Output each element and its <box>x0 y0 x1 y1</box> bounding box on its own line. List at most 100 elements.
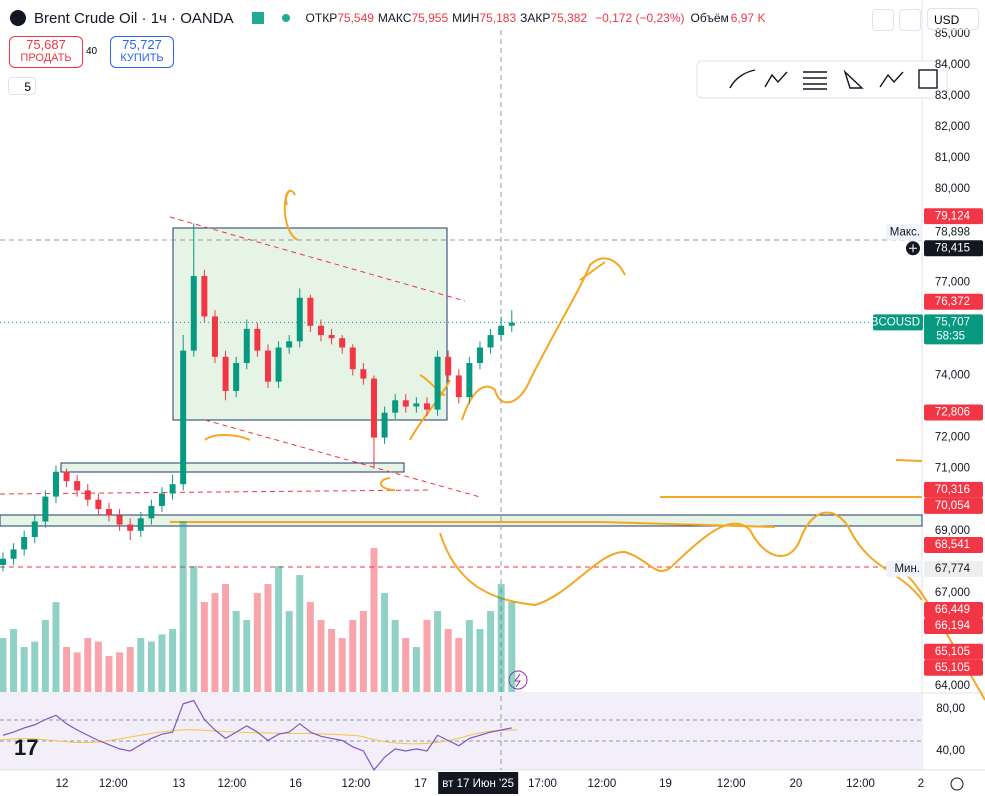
price-tag-label: 76,372 <box>935 296 970 308</box>
candle-body <box>211 316 218 357</box>
price-tag-name-box <box>873 314 923 331</box>
buy-price: 75,727 <box>122 37 162 52</box>
y-tick-label: 67,000 <box>935 587 970 599</box>
candle-body <box>476 347 483 364</box>
volume-bar <box>179 521 187 692</box>
candle-body <box>233 363 240 391</box>
ohlc-value: 75,183 <box>479 11 517 25</box>
ohlc-value: 75,549 <box>337 11 374 25</box>
price-tag <box>924 659 983 676</box>
sell-button[interactable]: 75,687 ПРОДАТЬ <box>9 36 83 68</box>
symbol-title[interactable]: Brent Crude Oil · 1ч · OANDA <box>34 9 234 27</box>
candle-body <box>349 347 356 370</box>
price-tag-timer: 58:35 <box>936 330 965 342</box>
volume-bar <box>497 584 505 692</box>
volume-bar <box>264 584 272 692</box>
price-tag <box>924 602 983 619</box>
volume-bar <box>275 566 283 692</box>
x-tick-label: 19 <box>659 778 672 790</box>
buy-label: КУПИТЬ <box>120 52 164 64</box>
candle-body <box>264 350 271 382</box>
volume-bar <box>412 647 420 692</box>
price-tag <box>924 404 983 421</box>
cursor-time-box <box>438 772 519 794</box>
symbol-icon <box>10 10 26 26</box>
candle-body <box>339 338 346 348</box>
price-tag-label: 78,898 <box>935 226 970 238</box>
volume-bar <box>476 629 484 692</box>
price-tag-label: 78,415 <box>935 242 970 254</box>
y-tick-label: 84,000 <box>935 59 970 71</box>
drawing-toolbar[interactable] <box>696 60 948 99</box>
price-tag <box>924 537 983 554</box>
volume-bar <box>158 634 166 692</box>
candle-body <box>498 325 505 336</box>
y-tick-label: 81,000 <box>935 152 970 164</box>
candle-body <box>116 515 123 525</box>
price-tag-name-box <box>886 224 923 241</box>
flag[interactable] <box>251 12 264 24</box>
volume-bar <box>20 647 28 692</box>
y-tick-label: 83,000 <box>935 90 970 102</box>
volume-bar <box>338 638 346 692</box>
x-tick-label: 17:00 <box>528 778 557 790</box>
volume-bar <box>190 566 198 692</box>
x-tick-label: 12:00 <box>99 778 128 790</box>
candle-body <box>423 403 430 410</box>
rsi-tick-label: 40,00 <box>936 745 965 757</box>
price-tag-label: 67,774 <box>935 563 971 575</box>
candle-body <box>190 276 197 351</box>
currency[interactable]: USD <box>927 8 979 30</box>
volume-bar <box>285 611 293 692</box>
refresh-button[interactable] <box>899 9 921 31</box>
price-tag-label: 68,541 <box>935 539 970 551</box>
change: −0,172 (−0,23%) <box>595 11 685 25</box>
candle-body <box>286 341 293 348</box>
volume-bar <box>94 641 102 692</box>
candle-body <box>487 335 494 348</box>
rsi-pane <box>0 694 922 770</box>
crosshair-plus-icon <box>909 244 917 253</box>
candle-body <box>328 335 335 339</box>
price-tag-label: 70,054 <box>935 500 971 512</box>
volume-bar <box>0 638 7 692</box>
candle-body <box>275 347 282 382</box>
candle-body <box>434 356 441 410</box>
price-tag <box>924 618 983 635</box>
candle-body <box>127 524 134 531</box>
volume-bar <box>200 602 208 692</box>
volume-bar <box>126 647 134 692</box>
candle-body <box>413 403 420 407</box>
collapse-button[interactable] <box>872 9 894 31</box>
price-scale <box>922 0 985 796</box>
candle-body <box>243 328 250 364</box>
ohlc-value: 75,955 <box>411 11 449 25</box>
price-tag-label: 65,105 <box>935 646 970 658</box>
volume-bar <box>391 620 399 692</box>
candle-body <box>296 297 303 342</box>
price-tag-name: BCOUSD <box>871 316 920 328</box>
volume-bar <box>296 575 304 692</box>
order-qty[interactable]: 5 <box>8 77 36 95</box>
volume-bar <box>402 638 410 692</box>
price-tag <box>924 224 983 241</box>
rsi-line <box>2 699 512 771</box>
volume-bar <box>423 620 431 692</box>
volume-bar <box>487 611 495 692</box>
volume-bar <box>52 602 60 692</box>
candle-body <box>105 509 112 516</box>
price-tag <box>924 240 983 257</box>
price-tag-label: 66,194 <box>935 620 971 632</box>
candle-body <box>381 412 388 438</box>
settings-icon <box>950 777 964 791</box>
volume-bar <box>84 638 92 692</box>
price-tag-label: 75,707 <box>935 316 970 328</box>
x-tick-label: 2 <box>918 778 924 790</box>
x-tick-label: 12:00 <box>218 778 247 790</box>
candle-body <box>137 518 144 531</box>
candle-body <box>0 558 6 565</box>
buy-button[interactable]: 75,727 КУПИТЬ <box>110 36 174 68</box>
volume-bar <box>465 620 473 692</box>
